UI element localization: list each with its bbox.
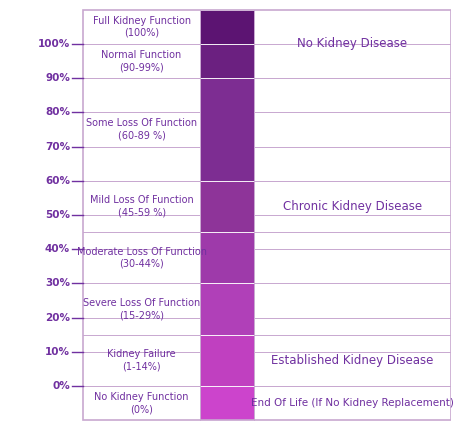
Bar xyxy=(200,78,254,181)
Text: Full Kidney Function
(100%): Full Kidney Function (100%) xyxy=(92,15,191,38)
Text: 0%: 0% xyxy=(52,381,70,391)
Text: 100%: 100% xyxy=(38,39,70,49)
Text: 30%: 30% xyxy=(45,279,70,289)
Text: Moderate Loss Of Function
(30-44%): Moderate Loss Of Function (30-44%) xyxy=(77,246,207,269)
Text: Normal Function
(90-99%): Normal Function (90-99%) xyxy=(101,50,182,72)
Bar xyxy=(200,9,254,44)
Text: Some Loss Of Function
(60-89 %): Some Loss Of Function (60-89 %) xyxy=(86,118,197,141)
Text: Severe Loss Of Function
(15-29%): Severe Loss Of Function (15-29%) xyxy=(83,298,200,320)
Text: No Kidney Function
(0%): No Kidney Function (0%) xyxy=(94,392,189,415)
Text: 70%: 70% xyxy=(45,141,70,151)
Text: 80%: 80% xyxy=(45,108,70,117)
Text: 40%: 40% xyxy=(45,244,70,254)
Text: Established Kidney Disease: Established Kidney Disease xyxy=(271,354,433,367)
Text: No Kidney Disease: No Kidney Disease xyxy=(297,37,407,50)
Bar xyxy=(200,283,254,335)
Text: End Of Life (If No Kidney Replacement): End Of Life (If No Kidney Replacement) xyxy=(251,398,454,408)
Bar xyxy=(200,232,254,283)
Text: Kidney Failure
(1-14%): Kidney Failure (1-14%) xyxy=(107,349,176,372)
Bar xyxy=(83,9,451,421)
Bar xyxy=(200,386,254,421)
Text: 50%: 50% xyxy=(45,210,70,220)
Bar xyxy=(200,44,254,78)
Text: Mild Loss Of Function
(45-59 %): Mild Loss Of Function (45-59 %) xyxy=(90,195,193,218)
Bar xyxy=(200,181,254,232)
Text: 20%: 20% xyxy=(45,313,70,322)
Text: 90%: 90% xyxy=(45,73,70,83)
Text: 10%: 10% xyxy=(45,347,70,357)
Bar xyxy=(200,335,254,386)
Text: Chronic Kidney Disease: Chronic Kidney Disease xyxy=(283,200,422,213)
Text: 60%: 60% xyxy=(45,176,70,186)
